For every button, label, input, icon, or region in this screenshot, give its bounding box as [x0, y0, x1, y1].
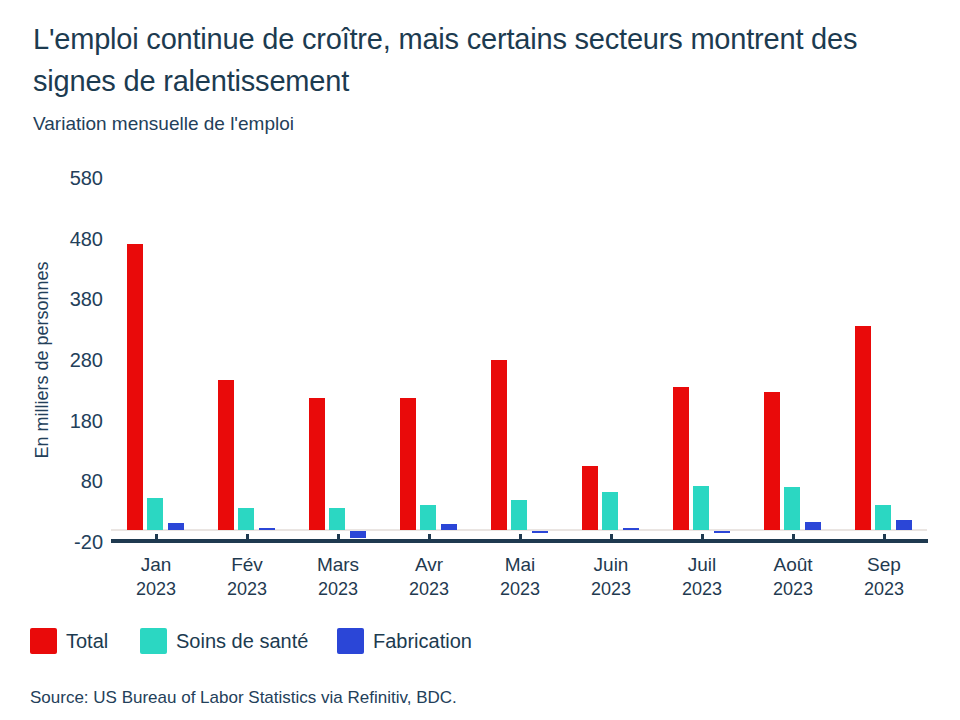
manufacturing-color-swatch	[337, 628, 364, 654]
bar-fabrication-mai	[532, 531, 548, 533]
x-tick-mark	[883, 534, 886, 541]
year-label: 2023	[108, 577, 204, 601]
x-axis-label-mars: Mars2023	[290, 552, 386, 601]
year-label: 2023	[472, 577, 568, 601]
bar-fabrication-sep	[896, 520, 912, 530]
bar-total-jan	[127, 244, 143, 530]
month-label: Juin	[563, 552, 659, 577]
legend-label: Total	[66, 628, 108, 655]
x-axis-label-mai: Mai2023	[472, 552, 568, 601]
y-tick-label: 380	[33, 287, 103, 311]
bar-total-juil	[673, 387, 689, 530]
x-axis-label-juil: Juil2023	[654, 552, 750, 601]
x-axis-label-sep: Sep2023	[836, 552, 932, 601]
total-color-swatch	[30, 628, 57, 654]
bar-total-fév	[218, 380, 234, 530]
x-tick-mark	[428, 534, 431, 541]
y-tick-label: 180	[33, 409, 103, 433]
bar-total-sep	[855, 326, 871, 530]
legend-label: Fabrication	[373, 628, 472, 655]
source-note: Source: US Bureau of Labor Statistics vi…	[30, 688, 457, 708]
bar-soins-de-sant--sep	[875, 505, 891, 530]
month-label: Avr	[381, 552, 477, 577]
x-axis-label-fév: Fév2023	[199, 552, 295, 601]
month-label: Mars	[290, 552, 386, 577]
year-label: 2023	[745, 577, 841, 601]
bar-fabrication-fév	[259, 528, 275, 530]
year-label: 2023	[836, 577, 932, 601]
bar-chart: En milliers de personnes 580480380280180…	[0, 0, 960, 720]
x-tick-mark	[246, 534, 249, 541]
x-axis-label-août: Août2023	[745, 552, 841, 601]
y-tick-label: 280	[33, 348, 103, 372]
month-label: Mai	[472, 552, 568, 577]
year-label: 2023	[654, 577, 750, 601]
month-label: Sep	[836, 552, 932, 577]
bar-fabrication-août	[805, 522, 821, 530]
employment-chart-page: L'emploi continue de croître, mais certa…	[0, 0, 960, 720]
x-tick-mark	[337, 534, 340, 541]
healthcare-color-swatch	[140, 628, 167, 654]
bar-total-juin	[582, 466, 598, 530]
x-axis-label-juin: Juin2023	[563, 552, 659, 601]
month-label: Août	[745, 552, 841, 577]
bar-soins-de-sant--jan	[147, 498, 163, 530]
x-axis-label-jan: Jan2023	[108, 552, 204, 601]
month-label: Jan	[108, 552, 204, 577]
bar-fabrication-jan	[168, 523, 184, 530]
month-label: Juil	[654, 552, 750, 577]
bar-soins-de-sant--mars	[329, 508, 345, 530]
x-tick-mark	[792, 534, 795, 541]
year-label: 2023	[381, 577, 477, 601]
y-tick-label: -20	[33, 530, 103, 554]
legend-label: Soins de santé	[176, 628, 308, 655]
bar-soins-de-sant--mai	[511, 500, 527, 530]
x-tick-mark	[155, 534, 158, 541]
x-axis-label-avr: Avr2023	[381, 552, 477, 601]
bar-soins-de-sant--août	[784, 487, 800, 530]
year-label: 2023	[290, 577, 386, 601]
x-tick-mark	[701, 534, 704, 541]
bar-total-mars	[309, 398, 325, 530]
bar-total-août	[764, 392, 780, 530]
bar-fabrication-mars	[350, 531, 366, 538]
bar-soins-de-sant--avr	[420, 505, 436, 530]
bar-fabrication-juin	[623, 528, 639, 530]
year-label: 2023	[199, 577, 295, 601]
y-tick-label: 480	[33, 227, 103, 251]
bar-total-mai	[491, 360, 507, 530]
year-label: 2023	[563, 577, 659, 601]
x-tick-mark	[519, 534, 522, 541]
bar-soins-de-sant--juil	[693, 486, 709, 530]
y-tick-label: 80	[33, 469, 103, 493]
bar-soins-de-sant--fév	[238, 508, 254, 530]
bar-fabrication-juil	[714, 531, 730, 533]
y-tick-label: 580	[33, 166, 103, 190]
month-label: Fév	[199, 552, 295, 577]
x-tick-mark	[610, 534, 613, 541]
bar-total-avr	[400, 398, 416, 530]
bar-soins-de-sant--juin	[602, 492, 618, 530]
bar-fabrication-avr	[441, 524, 457, 530]
